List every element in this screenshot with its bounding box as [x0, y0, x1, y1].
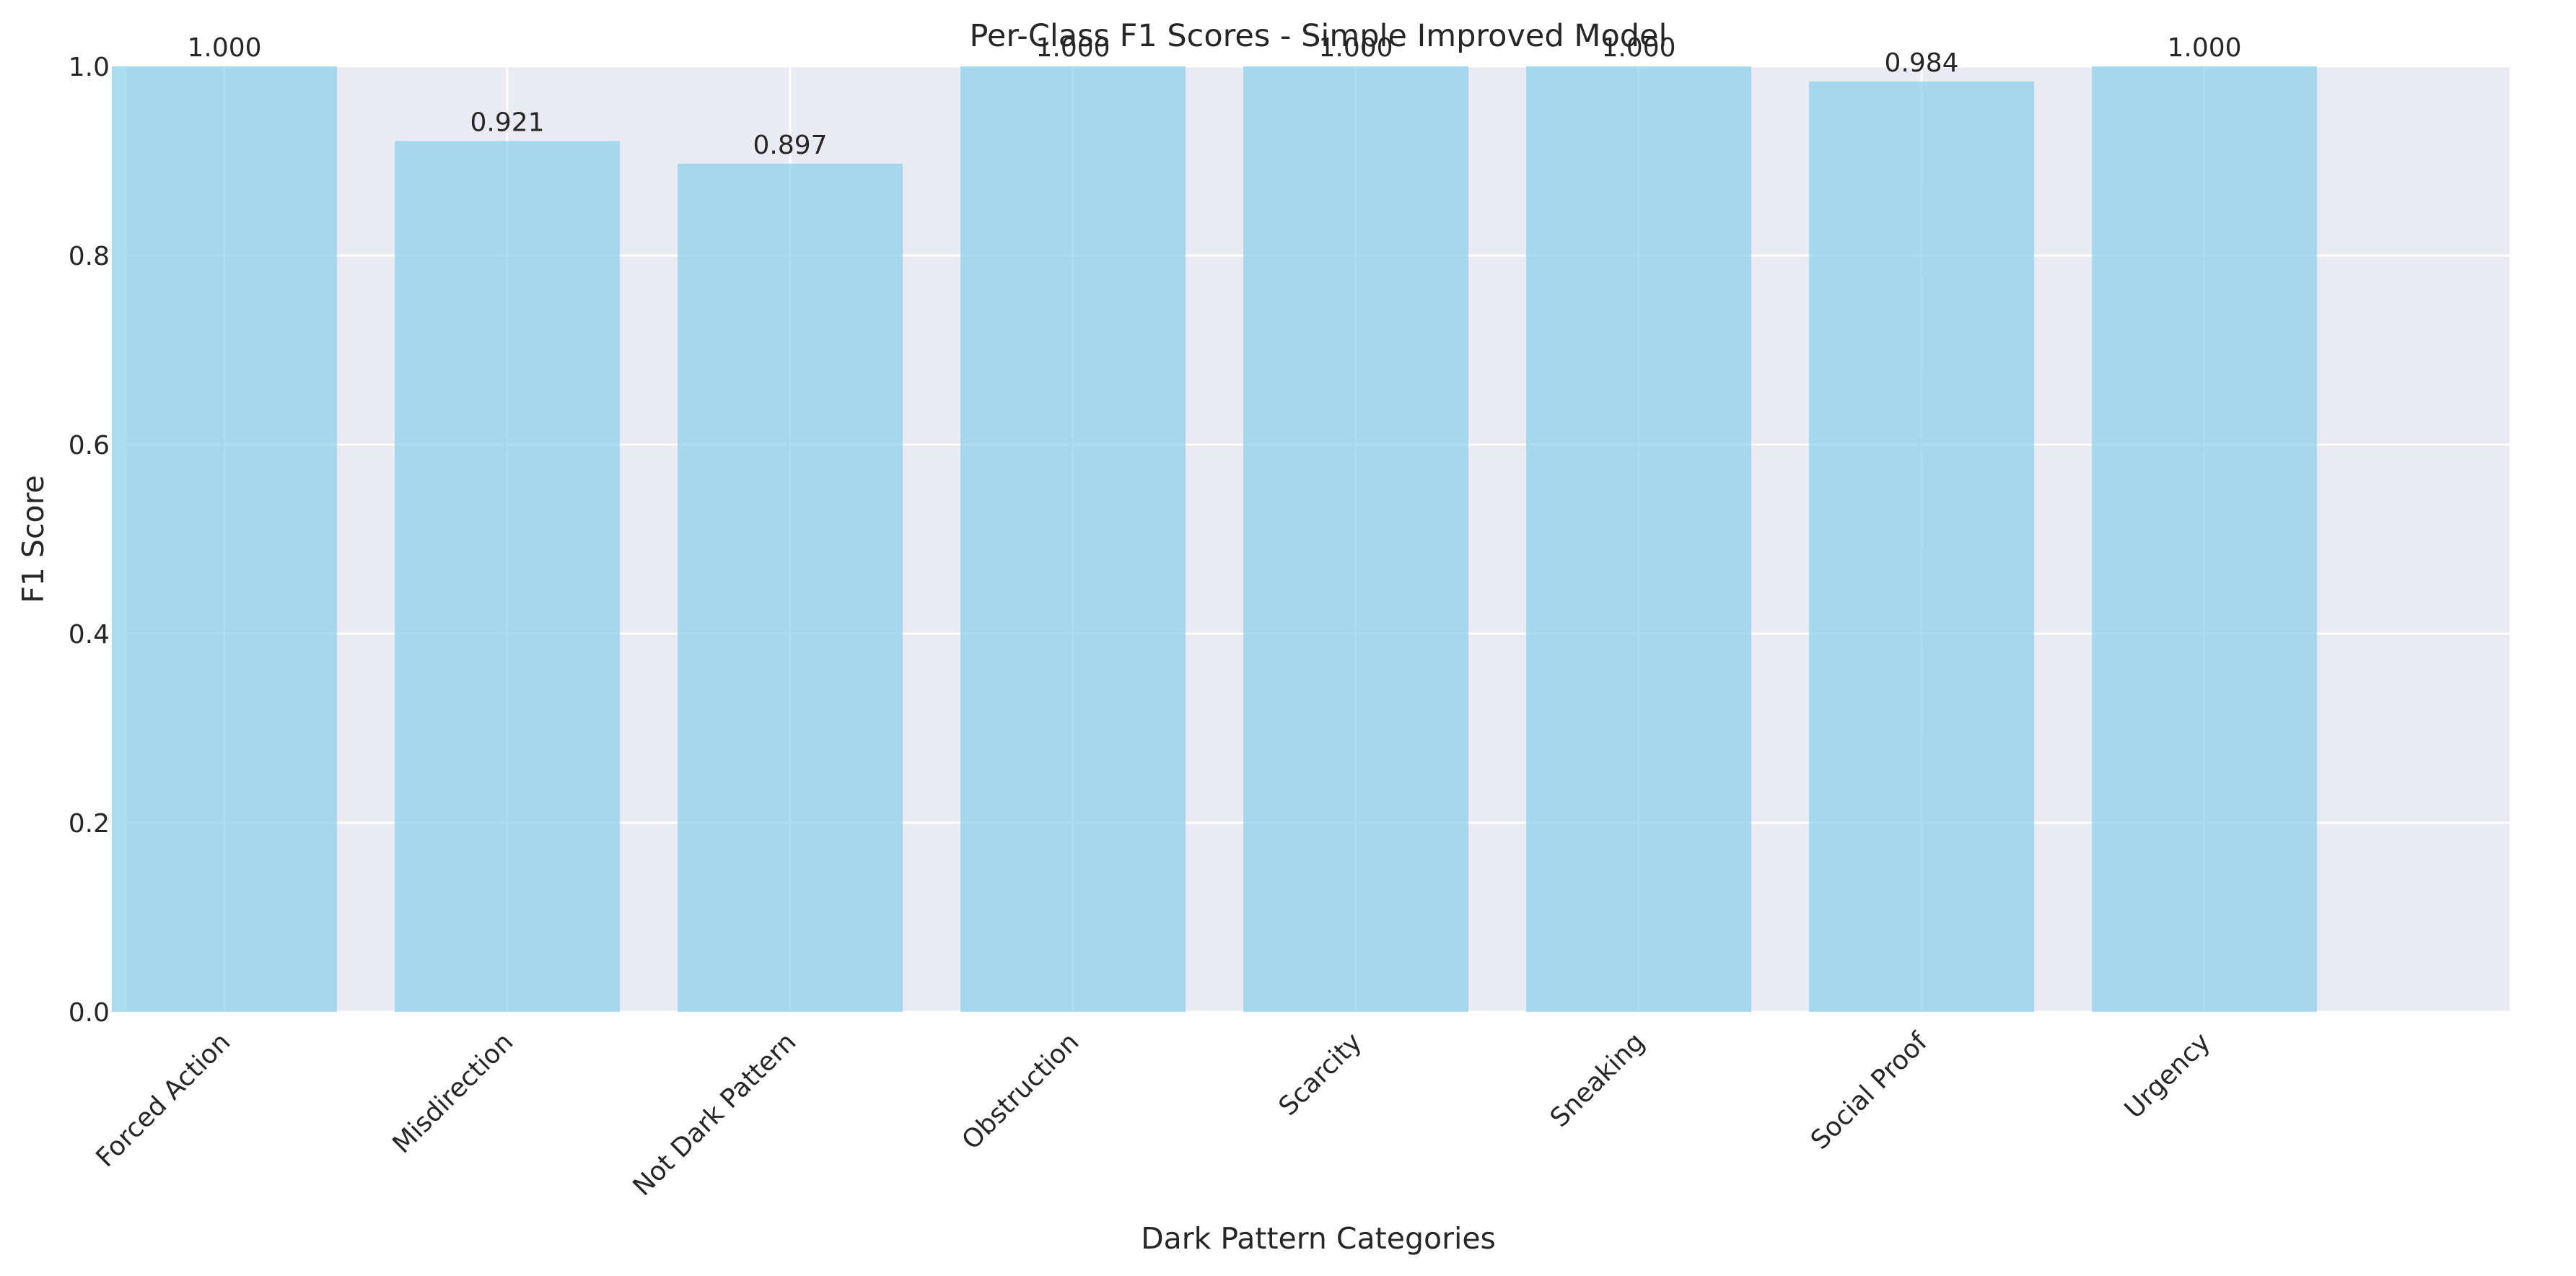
bar-value-label: 0.984: [1884, 48, 1958, 78]
bar-value-label: 1.000: [1318, 33, 1393, 63]
y-tick-label: 0.8: [69, 242, 110, 271]
y-tick-label: 1.0: [69, 53, 110, 82]
bars: [112, 66, 2317, 1013]
x-tick-label: Scarcity: [1274, 1027, 1368, 1122]
x-tick-label: Social Proof: [1805, 1026, 1934, 1155]
bar: [112, 66, 337, 1012]
y-tick-label: 0.0: [69, 998, 110, 1028]
y-axis-title: F1 Score: [16, 475, 51, 603]
x-tick-label: Misdirection: [387, 1027, 520, 1159]
bar-value-label: 1.000: [187, 33, 261, 63]
bar: [678, 163, 903, 1013]
bar: [2092, 66, 2317, 1012]
value-labels: 1.000 0.921 0.897 1.000 1.000 1.000 0.984 1.000: [187, 33, 2241, 160]
bar: [395, 141, 620, 1013]
x-tick-label: Forced Action: [91, 1027, 237, 1173]
bar: [1526, 66, 1751, 1012]
x-tick-label: Sneaking: [1545, 1027, 1651, 1133]
bar-value-label: 1.000: [1601, 33, 1675, 63]
y-tick-label: 0.4: [69, 620, 110, 650]
x-axis-title: Dark Pattern Categories: [1141, 1221, 1496, 1256]
x-axis-ticks: Forced Action Misdirection Not Dark Patter…: [91, 1026, 2217, 1202]
bar-value-label: 0.897: [753, 131, 827, 160]
chart-title: Per-Class F1 Scores - Simple Improved Mo…: [970, 18, 1668, 54]
y-tick-label: 0.2: [69, 809, 110, 839]
bar: [1809, 81, 2034, 1013]
bar-value-label: 1.000: [1035, 33, 1110, 63]
bar-value-label: 1.000: [2167, 33, 2241, 63]
x-tick-label: Obstruction: [957, 1027, 1085, 1155]
y-tick-label: 0.6: [69, 431, 110, 460]
y-axis-ticks: 0.0 0.2 0.4 0.6 0.8 1.0: [69, 53, 110, 1028]
bar: [1243, 66, 1468, 1012]
bar: [960, 66, 1186, 1012]
x-tick-label: Not Dark Pattern: [628, 1027, 802, 1202]
bar-value-label: 0.921: [470, 108, 544, 137]
x-tick-label: Urgency: [2119, 1027, 2217, 1124]
